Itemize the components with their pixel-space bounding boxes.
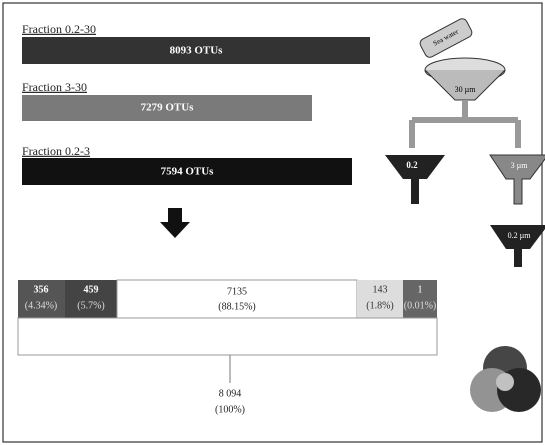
fraction-title: Fraction 0.2-3: [22, 144, 90, 158]
filter-label: 0.2: [406, 160, 418, 170]
total-percent: (100%): [215, 404, 245, 415]
segment-count: 1: [418, 284, 423, 295]
venn-circle: [496, 373, 514, 391]
fraction-title: Fraction 0.2-30: [22, 22, 96, 36]
total-count: 8 094: [219, 388, 242, 399]
down-arrow: [160, 208, 190, 238]
segment: [65, 280, 117, 318]
funnel: [490, 225, 545, 267]
fraction-bar: [22, 158, 352, 185]
segment-count: 356: [34, 284, 49, 295]
funnel: [489, 154, 545, 205]
fraction-bar: [22, 37, 370, 64]
segment: [403, 280, 437, 318]
segment-percent: (4.34%): [25, 300, 58, 311]
total-box: [17, 317, 438, 356]
segment-count: 459: [84, 284, 99, 295]
segment-percent: (88.15%): [218, 301, 256, 312]
bottle: [419, 18, 473, 58]
venn: [470, 346, 541, 412]
filtration-scheme: Sea water 30 µm 0.2 3 µm 0.2 µm: [385, 18, 545, 267]
fraction-label: 7279 OTUs: [141, 102, 195, 114]
pipe: [409, 100, 521, 148]
segment: [18, 280, 65, 318]
filter-label: 30 µm: [455, 85, 477, 94]
segment-percent: (1.8%): [366, 300, 394, 311]
segment: [357, 280, 403, 318]
segment-percent: (0.01%): [404, 300, 437, 311]
fraction-label: 8093 OTUs: [170, 45, 224, 57]
funnel: [385, 155, 445, 204]
segment-percent: (5.7%): [77, 300, 105, 311]
filter-label: 3 µm: [511, 161, 529, 170]
fraction-title: Fraction 3-30: [22, 80, 87, 94]
fraction-bar: [22, 95, 312, 121]
segment-count: 143: [373, 284, 388, 295]
segment-count: 7135: [227, 286, 247, 297]
fraction-label: 7594 OTUs: [161, 166, 215, 178]
filter-label: 0.2 µm: [508, 231, 532, 240]
